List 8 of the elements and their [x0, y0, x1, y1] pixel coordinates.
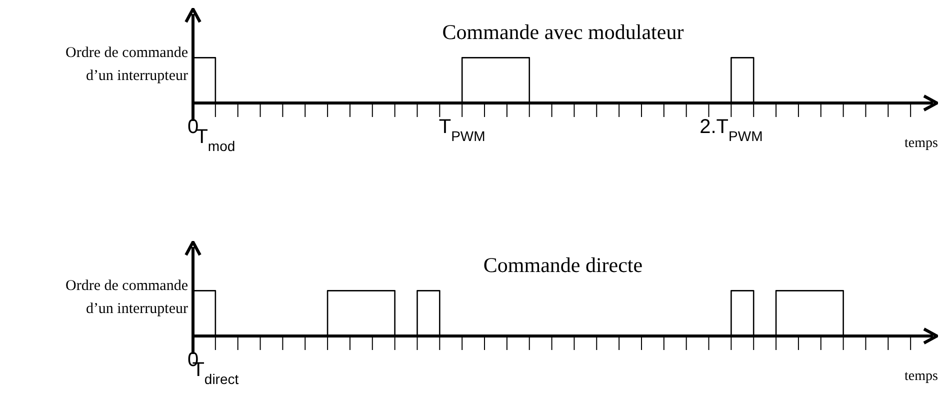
x-tick-label: 2.T$_{PWM}$ [700, 116, 763, 144]
x-tick-label: T$_{PWM}$ [438, 116, 486, 144]
chart-title: Commande directe [482, 253, 644, 278]
x-axis-title: temps [904, 369, 938, 385]
y-axis-title: Ordre de commande d’un interrupteur [64, 44, 188, 86]
chart-title: Commande avec modulateur [441, 20, 685, 45]
x-axis-title: temps [904, 136, 938, 152]
y-axis-title: Ordre de commande d’un interrupteur [64, 277, 188, 319]
